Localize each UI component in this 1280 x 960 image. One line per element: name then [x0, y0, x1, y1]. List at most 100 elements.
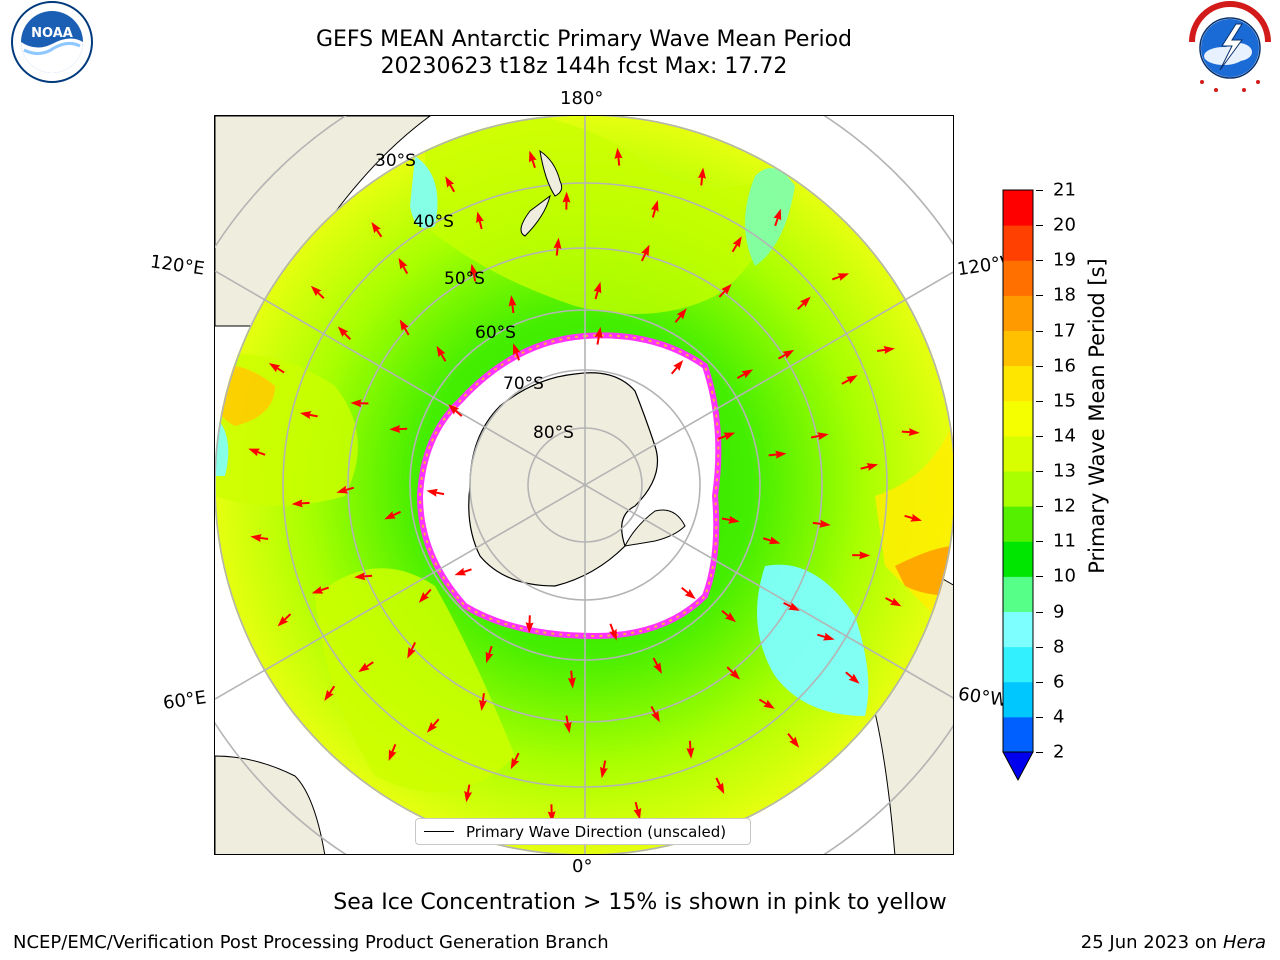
lat-label-30s: 30°S — [375, 151, 416, 171]
colorbar-under-triangle — [1002, 751, 1034, 782]
wave-direction-arrow — [686, 740, 695, 759]
wave-direction-arrow — [407, 641, 417, 659]
wave-direction-arrow — [876, 346, 895, 354]
wave-direction-arrow — [845, 671, 860, 684]
wave-direction-arrow — [762, 536, 781, 545]
colorbar-tick-label: 4 — [1053, 706, 1065, 728]
lat-label-50s: 50°S — [444, 269, 485, 289]
footer-date: 25 Jun 2023 on Hera — [1081, 932, 1266, 953]
wave-direction-arrow — [736, 369, 754, 380]
graticule — [215, 116, 953, 854]
colorbar-block — [1003, 471, 1033, 507]
wave-direction-arrow — [726, 666, 741, 680]
wave-direction-arrow — [445, 176, 456, 193]
wave-direction-arrow — [248, 448, 266, 457]
wave-direction-arrow — [797, 296, 811, 310]
lon-label-upper-left: 120°E — [148, 251, 206, 280]
wave-direction-arrow — [831, 273, 850, 281]
wave-direction-arrow — [852, 551, 871, 560]
nws-logo — [1180, 0, 1280, 100]
wave-direction-arrow — [324, 685, 336, 702]
wave-direction-arrow — [469, 263, 478, 282]
wave-direction-arrow — [718, 283, 732, 298]
colorbar-tick — [1036, 752, 1043, 753]
colorbar-block — [1003, 400, 1033, 437]
colorbar-tick-label: 21 — [1053, 179, 1076, 201]
wave-direction-arrow — [371, 221, 383, 238]
lon-label-bottom: 0° — [572, 856, 593, 877]
colorbar-tick-label: 13 — [1053, 460, 1076, 482]
colorbar-tick — [1036, 506, 1043, 508]
colorbar-block — [1003, 365, 1033, 402]
wave-direction-arrow — [904, 513, 922, 522]
new-zealand — [539, 149, 563, 197]
colorbar-tick-label: 19 — [1053, 249, 1076, 271]
noaa-logo: NOAA — [0, 0, 106, 86]
colorbar-tick — [1036, 716, 1043, 718]
wave-direction-arrow — [529, 150, 537, 169]
wave-direction-arrow — [640, 244, 650, 262]
wave-direction-arrow — [787, 732, 800, 748]
colorbar-tick-label: 10 — [1053, 565, 1076, 587]
polar-map — [214, 115, 954, 855]
wave-direction-arrow — [593, 281, 602, 300]
wave-direction-arrow — [476, 211, 484, 230]
figure-title: GEFS MEAN Antarctic Primary Wave Mean Pe… — [315, 27, 853, 52]
wave-direction-arrow — [768, 450, 787, 459]
colorbar-block — [1003, 646, 1033, 683]
wave-direction-arrow — [350, 399, 369, 408]
colorbar-tick — [1036, 260, 1043, 262]
wave-direction-arrow — [715, 777, 725, 795]
wave-direction-arrow — [508, 295, 517, 314]
wave-direction-arrow — [485, 645, 494, 664]
colorbar-block — [1003, 716, 1033, 753]
wave-direction-arrow — [436, 345, 447, 362]
wave-direction-arrow — [268, 363, 285, 374]
colorbar-tick-label: 9 — [1053, 601, 1065, 622]
colorbar — [1000, 186, 1036, 786]
wave-direction-arrow — [291, 499, 310, 508]
footer-branch: NCEP/EMC/Verification Post Processing Pr… — [13, 932, 609, 953]
colorbar-tick — [1036, 400, 1043, 402]
wave-direction-arrow — [633, 801, 642, 820]
figure-subtitle: 20230623 t18z 144h fcst Max: 17.72 — [380, 54, 788, 79]
wave-direction-arrow — [399, 319, 410, 336]
colorbar-tick-label: 18 — [1053, 284, 1076, 306]
colorbar-tick — [1036, 190, 1043, 191]
wave-direction-arrow — [562, 191, 571, 210]
wave-direction-arrow — [650, 200, 659, 218]
colorbar-tick-label: 12 — [1053, 495, 1076, 517]
colorbar-block — [1003, 330, 1033, 367]
wave-direction-arrow — [731, 236, 742, 253]
lat-label-40s: 40°S — [413, 212, 454, 232]
colorbar-block — [1003, 506, 1033, 542]
wave-direction-arrow — [337, 326, 351, 340]
africa-land — [215, 755, 326, 854]
colorbar-tick-label: 15 — [1053, 390, 1076, 412]
lon-label-top: 180° — [560, 88, 604, 109]
colorbar-block — [1003, 681, 1033, 718]
lat-label-70s: 70°S — [503, 374, 544, 394]
wave-direction-arrow — [777, 349, 795, 360]
wave-direction-arrow — [717, 432, 736, 441]
wave-direction-arrow — [885, 597, 902, 607]
wave-direction-arrow — [599, 760, 608, 779]
colorbar-tick-label: 6 — [1053, 671, 1065, 693]
wave-direction-arrow — [358, 661, 374, 673]
wave-direction-arrow — [389, 425, 408, 434]
colorbar-tick — [1036, 471, 1043, 472]
wave-direction-arrow — [594, 326, 603, 345]
lat-label-80s: 80°S — [533, 423, 574, 443]
colorbar-tick — [1036, 225, 1043, 227]
wave-direction-arrow — [418, 588, 432, 603]
colorbar-tick-label: 16 — [1053, 355, 1076, 377]
colorbar-block — [1003, 295, 1033, 331]
colorbar-block — [1003, 576, 1033, 612]
wave-direction-arrow — [299, 411, 318, 420]
wave-direction-arrow — [388, 743, 397, 762]
colorbar-label: Primary Wave Mean Period [s] — [1085, 258, 1109, 574]
wave-direction-arrow — [567, 670, 576, 689]
wave-direction-arrow — [553, 237, 562, 256]
wave-direction-arrow — [512, 343, 521, 361]
colorbar-block — [1003, 260, 1033, 296]
